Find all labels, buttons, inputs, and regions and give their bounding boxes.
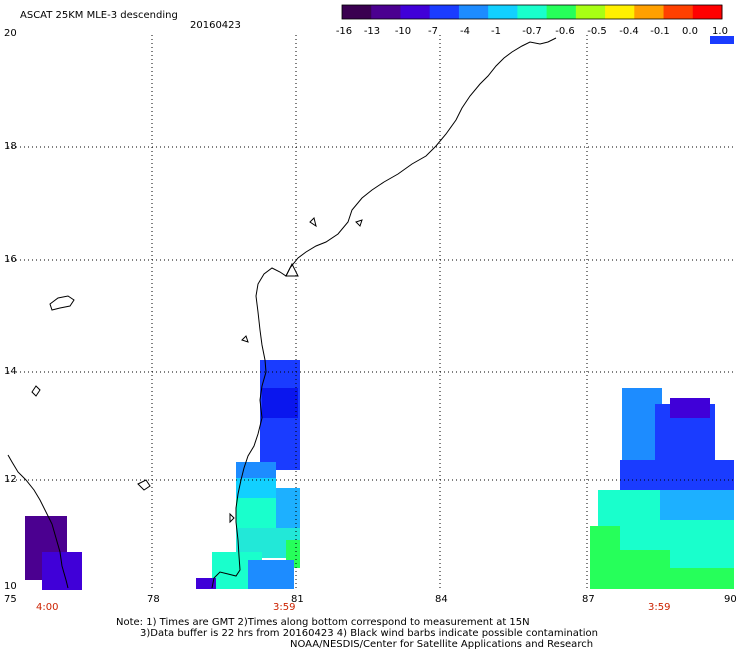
data-pixel-block [236, 462, 276, 480]
colorbar-cell [605, 5, 635, 19]
data-pixel-block [236, 478, 276, 498]
colorbar-tick: -16 [335, 26, 353, 37]
chart-title: ASCAT 25KM MLE-3 descending [20, 10, 178, 21]
note-line-1: Note: 1) Times are GMT 2)Times along bot… [116, 617, 530, 628]
colorbar-tick: 0.0 [682, 26, 698, 37]
lon-label: 81 [291, 594, 304, 605]
data-pixel-block [620, 460, 734, 490]
colorbar-cell [663, 5, 694, 19]
colorbar-cell [692, 5, 723, 19]
colorbar-cell [634, 5, 665, 19]
colorbar-tick: -0.6 [555, 26, 575, 37]
colorbar-tick: -0.1 [650, 26, 670, 37]
data-pixel-block [42, 552, 82, 590]
colorbar-cell [546, 5, 577, 19]
lon-label: 90 [724, 594, 737, 605]
colorbar-cell [400, 5, 431, 19]
colorbar-cell [371, 5, 401, 19]
colorbar-tick: -7 [428, 26, 438, 37]
data-pixel-block [248, 560, 294, 589]
mle-data-pixels [25, 36, 734, 590]
lat-label: 10 [4, 581, 17, 592]
swath-time: 4:00 [36, 602, 59, 613]
data-pixel-block [660, 490, 734, 520]
lat-label: 16 [4, 254, 17, 265]
lon-label: 87 [582, 594, 595, 605]
coastline [7, 37, 557, 589]
lat-label: 18 [4, 141, 17, 152]
data-pixel-block [262, 388, 298, 418]
colorbar-tick: -1 [491, 26, 501, 37]
colorbar-tick: -4 [460, 26, 470, 37]
colorbar-tick: -0.7 [522, 26, 542, 37]
colorbar-cell [429, 5, 460, 19]
swath-time: 3:59 [273, 602, 296, 613]
data-pixel-block [670, 568, 734, 589]
colorbar-cell [575, 5, 606, 19]
note-line-3: NOAA/NESDIS/Center for Satellite Applica… [290, 639, 594, 650]
data-pixel-block [670, 530, 734, 570]
colorbar-cell [342, 5, 372, 19]
colorbar [341, 4, 723, 20]
lon-label: 75 [4, 594, 17, 605]
colorbar-tick: -13 [363, 26, 381, 37]
swath-time: 3:59 [648, 602, 671, 613]
colorbar-tick: -0.5 [587, 26, 607, 37]
lat-label: 14 [4, 366, 17, 377]
colorbar-cell [458, 5, 489, 19]
data-pixel-block [196, 578, 216, 589]
colorbar-tick: -10 [394, 26, 412, 37]
lon-label: 84 [435, 594, 448, 605]
lat-label: 20 [4, 28, 17, 39]
colorbar-cell [517, 5, 548, 19]
chart-date: 20160423 [190, 20, 241, 31]
colorbar-tick: -0.4 [619, 26, 639, 37]
data-pixel-block [710, 36, 734, 44]
note-line-2: 3)Data buffer is 22 hrs from 20160423 4)… [140, 628, 598, 639]
colorbar-tick: 1.0 [712, 26, 728, 37]
data-pixel-block [670, 398, 710, 418]
lat-label: 12 [4, 474, 17, 485]
lat-lon-grid [8, 35, 734, 589]
lon-label: 78 [147, 594, 160, 605]
colorbar-cell [488, 5, 518, 19]
